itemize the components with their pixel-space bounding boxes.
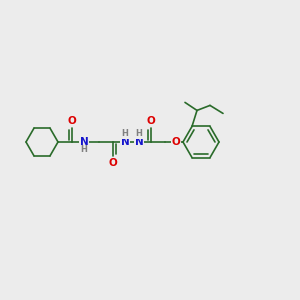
Text: O: O	[147, 116, 155, 126]
Text: N: N	[135, 137, 143, 147]
Text: O: O	[172, 137, 180, 147]
Text: N: N	[80, 137, 88, 147]
Text: O: O	[109, 158, 117, 168]
Text: N: N	[121, 137, 129, 147]
Text: H: H	[122, 130, 128, 139]
Text: O: O	[68, 116, 76, 126]
Text: H: H	[136, 130, 142, 139]
Text: H: H	[81, 146, 87, 154]
